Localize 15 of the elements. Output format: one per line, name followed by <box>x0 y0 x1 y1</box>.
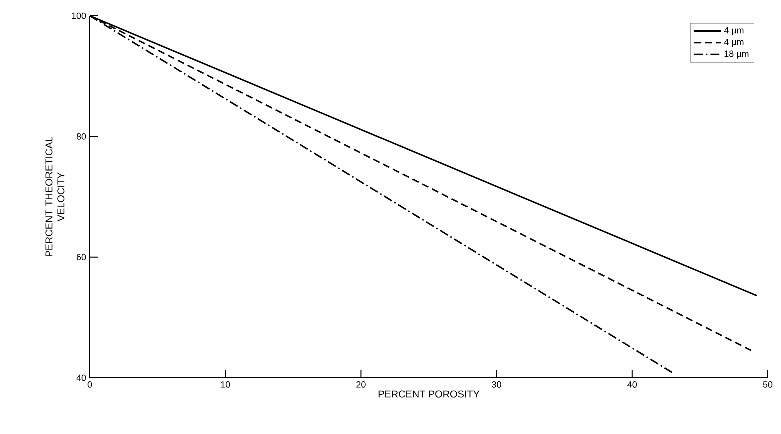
y-tick-label: 100 <box>72 12 86 20</box>
x-tick-label: 40 <box>628 382 638 388</box>
legend-label: 4 µm <box>724 39 744 48</box>
y-axis-title: PERCENT THEORETICAL VELOCITY <box>46 136 65 257</box>
x-axis-title: PERCENT POROSITY <box>378 390 480 398</box>
y-tick-label: 60 <box>76 254 86 261</box>
x-tick-label: 0 <box>88 382 92 388</box>
y-tick-label: 80 <box>76 133 86 140</box>
x-tick-label: 30 <box>492 382 502 388</box>
legend-label: 4 µm <box>724 27 744 36</box>
x-tick-label: 50 <box>763 382 773 388</box>
x-tick-label: 10 <box>221 382 230 388</box>
legend-label: 18 µm <box>724 50 749 59</box>
y-tick-label: 40 <box>76 374 86 382</box>
x-tick-label: 20 <box>356 382 366 388</box>
